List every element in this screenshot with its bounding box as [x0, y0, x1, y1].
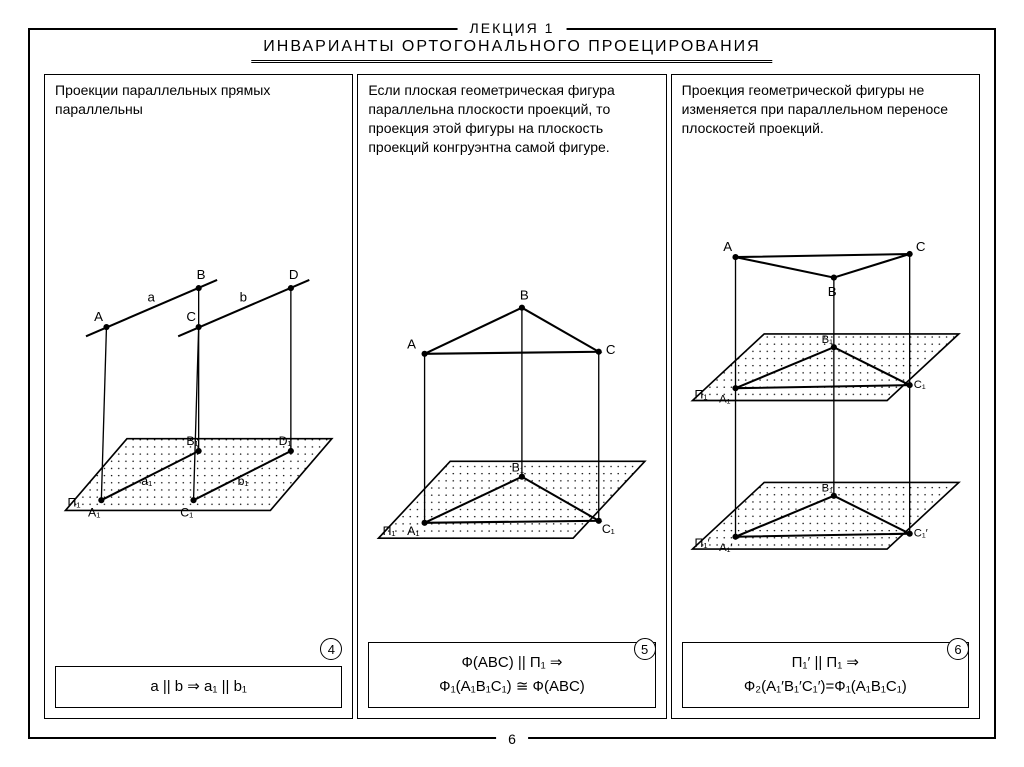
panel-4-formula: a || b ⇒ a₁ || b₁: [55, 666, 342, 708]
panel-6-formula-l2: Ф₂(A₁′B₁′C₁′)=Ф₁(A₁B₁C₁): [744, 678, 907, 695]
svg-text:a: a: [147, 289, 155, 304]
svg-text:D₁: D₁: [279, 434, 292, 448]
svg-text:C: C: [606, 342, 616, 357]
svg-text:C₁′: C₁′: [913, 528, 927, 540]
svg-text:П₁′: П₁′: [694, 536, 710, 550]
panel-6-svg: A B C A₁ B₁ C₁ П₁ A₁′ B₁′ C₁′ П₁′: [672, 165, 979, 636]
svg-text:A₁: A₁: [719, 394, 731, 406]
svg-text:A₁: A₁: [88, 505, 100, 519]
panel-4: Проекции параллельных прямых параллельны: [44, 74, 353, 719]
panels-row: Проекции параллельных прямых параллельны: [44, 74, 980, 719]
svg-text:B₁: B₁: [512, 461, 524, 475]
svg-text:b₁: b₁: [238, 474, 249, 488]
panel-5-formula: Ф(ABC) || П₁ ⇒ Ф₁(A₁B₁C₁) ≅ Ф(ABC): [368, 642, 655, 708]
panel-5-number: 5: [634, 638, 656, 660]
panel-6-number: 6: [947, 638, 969, 660]
svg-text:П₁: П₁: [68, 495, 81, 509]
header-title: ЛЕКЦИЯ 1: [458, 20, 567, 36]
panel-5-svg: A B C A₁ B₁ C₁ П₁: [358, 215, 665, 636]
svg-text:A₁: A₁: [408, 524, 420, 538]
svg-text:B: B: [520, 287, 529, 302]
svg-text:A: A: [408, 337, 417, 352]
svg-text:D: D: [289, 267, 299, 282]
svg-text:C: C: [915, 239, 925, 254]
svg-text:b: b: [240, 289, 247, 304]
svg-text:П₁: П₁: [694, 387, 707, 401]
svg-text:A₁′: A₁′: [719, 542, 732, 554]
panel-6-formula-l1: П₁′ || П₁ ⇒: [792, 654, 859, 671]
svg-text:a₁: a₁: [141, 474, 152, 488]
panel-6-diagram: A B C A₁ B₁ C₁ П₁ A₁′ B₁′ C₁′ П₁′: [672, 165, 979, 636]
panel-4-diagram: A a B C b D A₁ a₁ B₁ C₁ b₁ D₁ П₁: [45, 125, 352, 660]
panel-6-formula: П₁′ || П₁ ⇒ Ф₂(A₁′B₁′C₁′)=Ф₁(A₁B₁C₁): [682, 642, 969, 708]
svg-text:C₁: C₁: [602, 522, 615, 536]
svg-text:B: B: [827, 284, 836, 299]
panel-5-formula-l1: Ф(ABC) || П₁ ⇒: [462, 654, 563, 671]
svg-text:B₁: B₁: [821, 334, 833, 346]
panel-5: Если плоская геометрическая фигура парал…: [357, 74, 666, 719]
panel-5-diagram: A B C A₁ B₁ C₁ П₁: [358, 215, 665, 636]
svg-text:B₁: B₁: [186, 434, 198, 448]
svg-text:C: C: [186, 309, 196, 324]
svg-text:C₁: C₁: [180, 505, 193, 519]
svg-text:B: B: [197, 267, 206, 282]
sub-title: ИНВАРИАНТЫ ОРТОГОНАЛЬНОГО ПРОЕЦИРОВАНИЯ: [251, 38, 772, 63]
svg-text:A: A: [723, 239, 732, 254]
panel-6-caption: Проекция геометрической фигуры не изменя…: [672, 75, 979, 165]
panel-4-svg: A a B C b D A₁ a₁ B₁ C₁ b₁ D₁ П₁: [45, 125, 352, 660]
page-number: 6: [496, 731, 528, 747]
panel-5-caption: Если плоская геометрическая фигура парал…: [358, 75, 665, 215]
panel-6: Проекция геометрической фигуры не изменя…: [671, 74, 980, 719]
svg-text:П₁: П₁: [383, 524, 396, 538]
svg-text:A: A: [94, 309, 103, 324]
outer-frame: ЛЕКЦИЯ 1 ИНВАРИАНТЫ ОРТОГОНАЛЬНОГО ПРОЕЦ…: [28, 28, 996, 739]
panel-4-caption: Проекции параллельных прямых параллельны: [45, 75, 352, 125]
svg-text:B₁′: B₁′: [821, 483, 834, 495]
panel-5-formula-l2: Ф₁(A₁B₁C₁) ≅ Ф(ABC): [439, 678, 585, 695]
svg-text:C₁: C₁: [913, 379, 925, 391]
